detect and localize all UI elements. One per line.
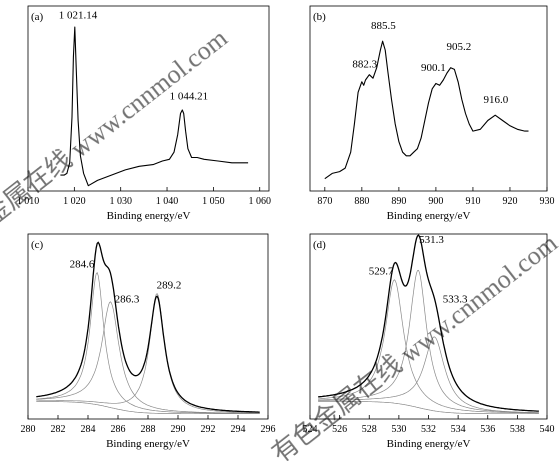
background-line — [36, 401, 260, 415]
panel-label: (b) — [313, 11, 326, 23]
fit-component-3 — [36, 293, 260, 414]
x-tick-label: 1 060 — [248, 196, 271, 207]
x-tick-label: 1 020 — [63, 196, 86, 207]
fit-component-2 — [36, 301, 260, 414]
x-tick-label: 526 — [332, 424, 347, 435]
peak-label: 529.7 — [369, 266, 394, 278]
spectrum-line — [60, 26, 249, 187]
panel-label: (d) — [313, 239, 326, 251]
panel-label: (c) — [31, 239, 44, 251]
x-tick-label: 524 — [303, 424, 318, 435]
plot-frame — [309, 5, 548, 192]
background-line — [318, 401, 539, 415]
peak-label: 900.1 — [421, 62, 446, 74]
x-tick-label: 286 — [111, 424, 126, 435]
peak-label: 1 044.21 — [170, 90, 209, 102]
x-tick-label: 930 — [540, 196, 555, 207]
plot-frame — [27, 5, 270, 192]
x-tick-label: 880 — [354, 196, 369, 207]
fit-component-1 — [36, 272, 260, 414]
panel-c: 280 282 284 286 288 290 292 294 296 Binding energ… — [21, 233, 276, 450]
x-tick-label: 1 050 — [202, 196, 225, 207]
x-tick-label: 292 — [201, 424, 216, 435]
x-axis-label: Binding energy/eV — [107, 210, 191, 222]
peak-label: 289.2 — [157, 280, 182, 292]
peak-label: 1 021.14 — [59, 9, 98, 21]
x-axis-label: Binding energy/eV — [387, 210, 471, 222]
peak-label: 286.3 — [115, 294, 140, 306]
x-tick-label: 920 — [502, 196, 517, 207]
envelope-line — [36, 241, 260, 413]
spectrum-line — [324, 40, 529, 180]
peak-label: 916.0 — [484, 94, 509, 106]
panel-label: (a) — [31, 11, 44, 23]
peak-label: 905.2 — [446, 41, 471, 53]
x-tick-label: 1 010 — [17, 196, 40, 207]
peak-label: 533.3 — [443, 294, 468, 306]
x-tick-label: 538 — [510, 424, 525, 435]
plot-frame — [27, 233, 269, 420]
x-tick-label: 288 — [141, 424, 156, 435]
peak-label: 882.3 — [352, 59, 377, 71]
panel-b: 870 880 890 900 910 920 930 Binding energy/eV (b… — [309, 5, 555, 222]
x-tick-label: 528 — [362, 424, 377, 435]
envelope-line — [318, 234, 539, 412]
panel-a: 1 010 1 020 1 030 1 040 1 050 1 060 Binding en… — [17, 5, 271, 222]
fit-component-3 — [318, 336, 539, 414]
x-tick-label: 530 — [391, 424, 406, 435]
x-tick-label: 284 — [81, 424, 96, 435]
x-tick-label: 870 — [317, 196, 332, 207]
panel-d: 524 526 528 530 532 534 536 538 540 Binding energ… — [303, 233, 555, 450]
x-tick-label: 534 — [451, 424, 466, 435]
x-tick-label: 290 — [171, 424, 186, 435]
x-tick-label: 890 — [391, 196, 406, 207]
x-tick-label: 910 — [465, 196, 480, 207]
x-tick-label: 536 — [480, 424, 495, 435]
peak-label: 531.3 — [419, 234, 444, 246]
x-axis-label: Binding energy/eV — [106, 438, 190, 450]
x-tick-label: 280 — [21, 424, 36, 435]
x-tick-label: 294 — [231, 424, 246, 435]
x-tick-label: 1 040 — [156, 196, 179, 207]
peak-label: 885.5 — [371, 20, 396, 32]
x-tick-label: 540 — [540, 424, 555, 435]
x-tick-label: 900 — [428, 196, 443, 207]
x-tick-label: 532 — [421, 424, 436, 435]
watermark-text: 有色金属在线 www.cnnmol.com — [0, 23, 233, 263]
fit-component-1 — [318, 279, 539, 414]
x-axis-label: Binding energy/eV — [387, 438, 471, 450]
x-tick-label: 282 — [51, 424, 66, 435]
x-tick-label: 1 030 — [109, 196, 132, 207]
peak-label: 284.6 — [70, 258, 95, 270]
x-tick-label: 296 — [261, 424, 276, 435]
fit-component-2 — [318, 269, 539, 414]
